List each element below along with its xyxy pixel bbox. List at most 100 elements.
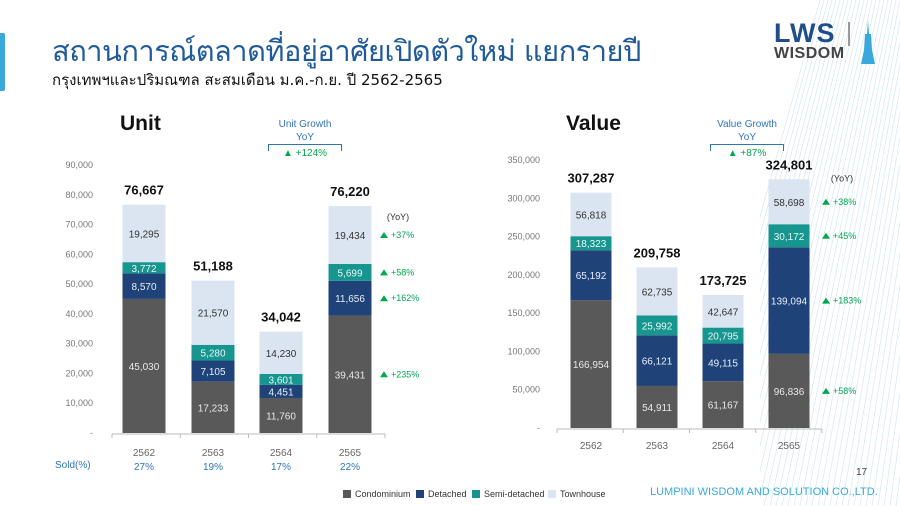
bar-segment-detached	[702, 343, 744, 382]
bar-segment-detached	[122, 273, 166, 299]
segment-value-label: 61,167	[708, 401, 739, 412]
bar-segment-condominium	[328, 315, 372, 433]
accent-bar	[0, 33, 5, 91]
bar-segment-townhouse	[636, 267, 678, 316]
growth-bracket	[710, 144, 784, 151]
lws-wisdom-logo: LWS WISDOM	[772, 18, 882, 66]
value-growth-yoy: YoY	[738, 132, 756, 143]
sold-percent-label: 22%	[340, 462, 360, 473]
bar-segment-detached	[570, 250, 612, 301]
bar-segment-semi-detached	[636, 315, 678, 336]
sold-percent-label: 27%	[134, 462, 154, 473]
yoy-growth-label: +37%	[391, 230, 414, 240]
segment-value-label: 20,795	[708, 332, 739, 343]
bar-segment-detached	[191, 360, 235, 382]
value-growth-box: Value Growth YoY ▲ +87%	[710, 118, 784, 160]
legend-label: Detached	[428, 489, 467, 499]
yoy-growth-label: +162%	[391, 293, 419, 303]
bar-segment-townhouse	[122, 204, 166, 263]
segment-value-label: 62,735	[642, 287, 673, 298]
unit-chart-title: Unit	[120, 112, 161, 135]
sold-percent-label: 17%	[271, 462, 291, 473]
segment-value-label: 166,954	[573, 360, 610, 371]
segment-value-label: 49,115	[708, 358, 738, 369]
segment-value-label: 56,818	[576, 210, 607, 221]
segment-value-label: 39,431	[335, 370, 366, 381]
segment-value-label: 17,233	[198, 403, 229, 414]
segment-value-label: 7,105	[200, 367, 225, 378]
bar-segment-detached	[636, 335, 678, 386]
x-category-label: 2565	[778, 441, 801, 452]
y-tick-label: 250,000	[507, 232, 540, 242]
segment-value-label: 30,172	[774, 232, 805, 243]
bar-segment-condominium	[636, 385, 678, 428]
bar-total-label: 76,220	[330, 184, 370, 199]
bar-segment-condominium	[259, 397, 303, 433]
value-chart-title: Value	[566, 112, 621, 135]
x-category-label: 2562	[580, 441, 603, 452]
segment-value-label: 139,094	[771, 297, 808, 308]
triangle-up-icon: ▲	[727, 148, 738, 159]
segment-value-label: 58,698	[774, 198, 805, 209]
segment-value-label: 4,451	[268, 387, 293, 398]
triangle-up-icon	[822, 297, 830, 304]
x-category-label: 2565	[339, 448, 362, 459]
x-category-label: 2563	[202, 448, 225, 459]
segment-value-label: 65,192	[576, 271, 607, 282]
yoy-growth-label: +38%	[833, 197, 856, 207]
page-title: สถานการณ์ตลาดที่อยู่อาศัยเปิดตัวใหม่ แยก…	[52, 34, 641, 68]
y-tick-label: 60,000	[65, 249, 93, 259]
bar-segment-condominium	[122, 298, 166, 433]
legend-label: Condominium	[355, 489, 411, 499]
bar-segment-condominium	[570, 300, 612, 428]
yoy-growth-label: +58%	[833, 386, 856, 396]
x-category-label: 2563	[646, 441, 669, 452]
value-growth-title: Value Growth	[717, 119, 777, 130]
y-tick-label: 40,000	[65, 309, 93, 319]
triangle-up-icon	[380, 231, 388, 238]
legend-swatch	[343, 490, 351, 498]
y-tick-label: 30,000	[65, 339, 93, 349]
bar-total-label: 173,725	[700, 273, 747, 288]
bar-segment-semi-detached	[328, 263, 372, 281]
y-tick-label: 20,000	[65, 368, 93, 378]
y-tick-label: -	[90, 428, 93, 438]
x-category-label: 2562	[133, 448, 156, 459]
bar-segment-condominium	[191, 381, 235, 433]
bar-segment-semi-detached	[768, 224, 810, 248]
unit-growth-box: Unit Growth YoY ▲ +124%	[268, 118, 342, 160]
bar-total-label: 76,667	[124, 183, 164, 198]
segment-value-label: 11,656	[335, 294, 365, 305]
yoy-growth-label: +45%	[833, 231, 856, 241]
yoy-header-label: (YoY)	[387, 212, 409, 222]
bar-segment-townhouse	[259, 331, 303, 375]
y-tick-label: 10,000	[65, 398, 93, 408]
bar-total-label: 209,758	[634, 245, 681, 260]
bar-total-label: 324,801	[766, 157, 813, 172]
segment-value-label: 8,570	[131, 282, 156, 293]
yoy-header-label: (YoY)	[831, 173, 853, 183]
y-tick-label: 200,000	[507, 270, 540, 280]
bar-segment-condominium	[768, 353, 810, 428]
bar-segment-semi-detached	[702, 327, 744, 344]
bar-segment-detached	[259, 384, 303, 398]
x-category-label: 2564	[712, 441, 735, 452]
y-tick-label: 350,000	[507, 155, 540, 165]
segment-value-label: 11,760	[266, 411, 296, 422]
y-tick-label: 90,000	[65, 160, 93, 170]
logo-subtext: WISDOM	[774, 45, 845, 62]
segment-value-label: 25,992	[642, 321, 673, 332]
segment-value-label: 14,230	[266, 349, 297, 360]
bar-segment-townhouse	[328, 206, 372, 264]
segment-value-label: 66,121	[642, 357, 673, 368]
unit-growth-yoy: YoY	[296, 132, 314, 143]
segment-value-label: 96,836	[774, 387, 805, 398]
y-tick-label: 70,000	[65, 220, 93, 230]
bar-total-label: 34,042	[261, 310, 301, 325]
value-growth-value: +87%	[740, 148, 767, 159]
legend-townhouse: Townhouse	[548, 489, 606, 499]
bar-segment-semi-detached	[259, 374, 303, 385]
segment-value-label: 3,601	[268, 375, 293, 386]
segment-value-label: 5,699	[337, 268, 362, 279]
